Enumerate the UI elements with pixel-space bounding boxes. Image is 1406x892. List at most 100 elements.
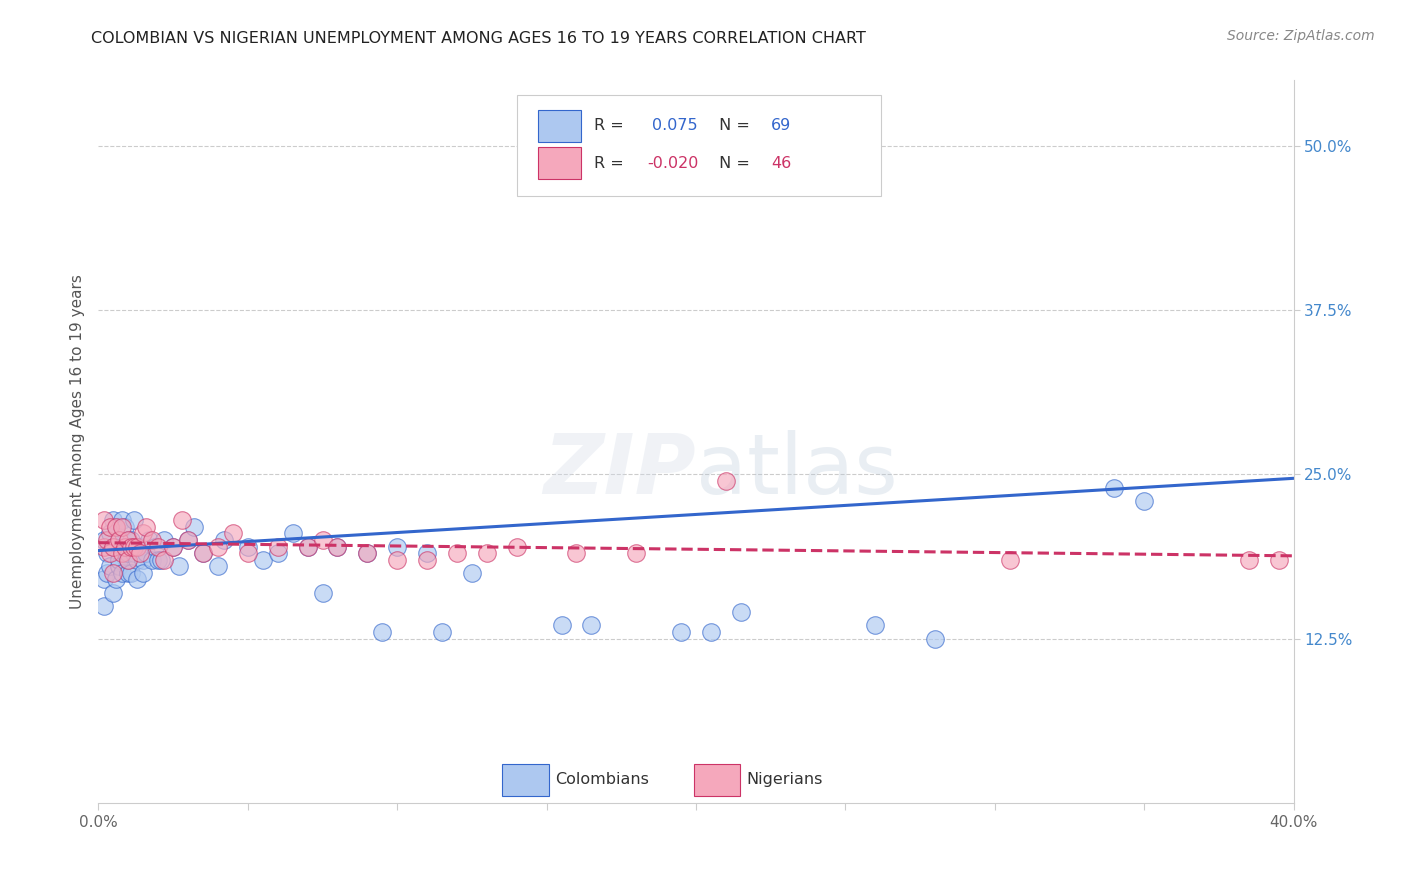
Point	[207, 559, 229, 574]
Point	[162, 540, 184, 554]
Point	[124, 540, 146, 554]
Point	[129, 546, 152, 560]
Point	[236, 540, 259, 554]
Text: 0.075: 0.075	[652, 119, 697, 133]
Point	[371, 625, 394, 640]
FancyBboxPatch shape	[502, 764, 548, 796]
Point	[127, 553, 149, 567]
Point	[114, 520, 136, 534]
Point	[108, 559, 131, 574]
Point	[924, 632, 946, 646]
Point	[1133, 493, 1156, 508]
Text: 69: 69	[772, 119, 792, 133]
Point	[98, 546, 122, 560]
Point	[98, 559, 122, 574]
Point	[124, 513, 146, 527]
Point	[120, 540, 142, 554]
Point	[132, 566, 155, 580]
Point	[461, 566, 484, 580]
Point	[120, 566, 142, 580]
Point	[446, 546, 468, 560]
Point	[326, 540, 349, 554]
Text: atlas: atlas	[696, 430, 897, 511]
Point	[1237, 553, 1260, 567]
Text: -0.020: -0.020	[647, 156, 699, 171]
Point	[93, 573, 115, 587]
Point	[177, 533, 200, 547]
Point	[356, 546, 378, 560]
Point	[222, 526, 245, 541]
Point	[108, 533, 131, 547]
Point	[311, 533, 333, 547]
Point	[385, 540, 409, 554]
Point	[141, 553, 163, 567]
Point	[714, 474, 737, 488]
Point	[135, 546, 157, 560]
Text: ZIP: ZIP	[543, 430, 696, 511]
Point	[1267, 553, 1289, 567]
Point	[297, 540, 319, 554]
Point	[236, 546, 259, 560]
Point	[111, 546, 134, 560]
Point	[550, 618, 572, 632]
Point	[103, 540, 125, 554]
Text: Colombians: Colombians	[555, 772, 648, 787]
Point	[148, 540, 170, 554]
Point	[105, 520, 128, 534]
Point	[167, 559, 190, 574]
Point	[1104, 481, 1126, 495]
Point	[212, 533, 235, 547]
Text: Source: ZipAtlas.com: Source: ZipAtlas.com	[1227, 29, 1375, 44]
Point	[416, 553, 439, 567]
Point	[111, 540, 134, 554]
Point	[132, 553, 155, 567]
Point	[135, 520, 157, 534]
Point	[475, 546, 498, 560]
Point	[267, 540, 290, 554]
Point	[138, 533, 160, 547]
Point	[141, 533, 163, 547]
Text: R =: R =	[595, 119, 634, 133]
Point	[103, 513, 125, 527]
Point	[111, 566, 134, 580]
Point	[124, 546, 146, 560]
Point	[153, 533, 176, 547]
Point	[267, 546, 290, 560]
Point	[98, 520, 122, 534]
Point	[114, 546, 136, 560]
Point	[93, 513, 115, 527]
Point	[565, 546, 588, 560]
Point	[865, 618, 887, 632]
Point	[998, 553, 1021, 567]
Point	[311, 585, 333, 599]
Point	[111, 520, 134, 534]
Point	[93, 540, 115, 554]
Point	[117, 533, 139, 547]
Text: COLOMBIAN VS NIGERIAN UNEMPLOYMENT AMONG AGES 16 TO 19 YEARS CORRELATION CHART: COLOMBIAN VS NIGERIAN UNEMPLOYMENT AMONG…	[91, 31, 866, 46]
Point	[191, 546, 214, 560]
Point	[150, 553, 173, 567]
Point	[108, 553, 131, 567]
Point	[108, 533, 131, 547]
Text: 46: 46	[772, 156, 792, 171]
Point	[96, 533, 118, 547]
Point	[96, 566, 118, 580]
Point	[127, 540, 149, 554]
Point	[183, 520, 205, 534]
Point	[127, 573, 149, 587]
Point	[117, 566, 139, 580]
Point	[252, 553, 274, 567]
Point	[356, 546, 378, 560]
Point	[129, 540, 152, 554]
Text: N =: N =	[714, 156, 755, 171]
FancyBboxPatch shape	[693, 764, 740, 796]
Y-axis label: Unemployment Among Ages 16 to 19 years: Unemployment Among Ages 16 to 19 years	[69, 274, 84, 609]
FancyBboxPatch shape	[538, 110, 581, 142]
Point	[103, 540, 125, 554]
Point	[105, 573, 128, 587]
Point	[114, 540, 136, 554]
Point	[103, 566, 125, 580]
Point	[132, 526, 155, 541]
Point	[98, 526, 122, 541]
Point	[148, 553, 170, 567]
